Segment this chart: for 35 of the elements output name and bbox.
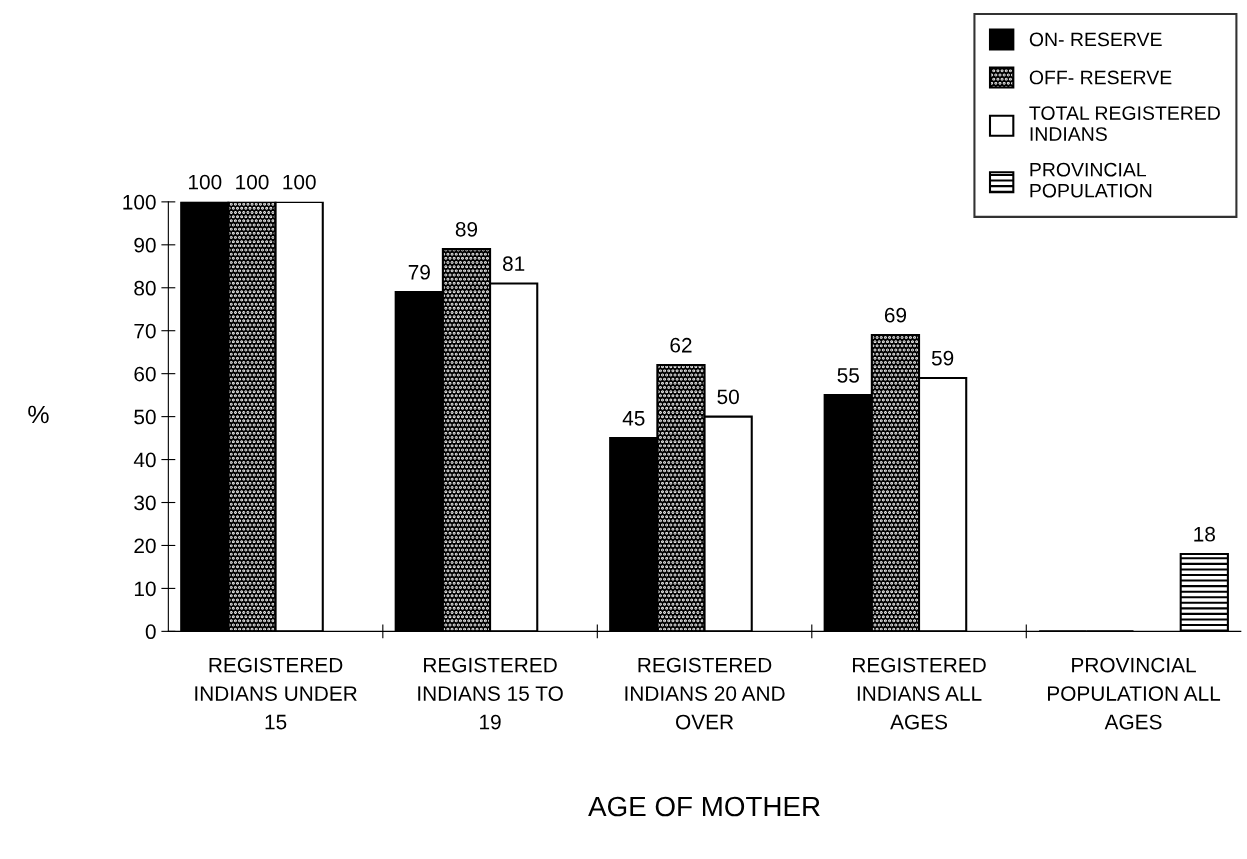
y-tick-label: 70 (134, 323, 156, 339)
y-tick-label: 90 (134, 237, 156, 253)
x-tick-label: REGISTERED INDIANS 20 AND OVER (625, 657, 785, 730)
data-label: 18 (1194, 526, 1215, 542)
data-label: 69 (884, 307, 907, 323)
y-tick-label: 80 (134, 280, 156, 296)
data-label: 89 (455, 221, 478, 237)
data-label: 100 (236, 174, 269, 190)
y-tick-label: 10 (134, 581, 156, 597)
data-label: 55 (837, 368, 859, 383)
y-tick-label: 40 (133, 452, 156, 468)
legend-label: OFF- RESERVE (1029, 70, 1172, 85)
x-tick-label: REGISTERED INDIANS ALL AGES (853, 657, 986, 730)
y-tick-label: 20 (134, 538, 156, 554)
x-tick-label: PROVINCIAL POPULATION ALL AGES (1048, 657, 1221, 730)
data-label: 59 (931, 350, 954, 366)
data-label: 81 (502, 256, 525, 272)
data-label: 100 (283, 174, 316, 190)
y-tick-label: 0 (145, 624, 156, 640)
y-tick-label: 60 (134, 366, 156, 382)
data-label: 45 (622, 411, 645, 426)
data-label: 50 (717, 389, 739, 405)
y-axis-title: % (28, 405, 49, 424)
x-tick-label: REGISTERED INDIANS 15 TO 19 (418, 657, 563, 730)
y-tick-label: 50 (134, 409, 156, 425)
legend-label: ON- RESERVE (1029, 32, 1162, 47)
legend-label: PROVINCIAL POPULATION (1030, 162, 1152, 198)
data-label: 100 (189, 174, 222, 190)
y-tick-label: 100 (123, 194, 156, 210)
legend-label: TOTAL REGISTERED INDIANS (1029, 106, 1220, 141)
y-tick-label: 30 (134, 495, 156, 511)
data-label: 62 (670, 337, 692, 353)
x-axis-title: AGE OF MOTHER (588, 796, 820, 817)
x-tick-label: REGISTERED INDIANS UNDER 15 (195, 657, 357, 730)
data-label: 79 (408, 264, 430, 280)
